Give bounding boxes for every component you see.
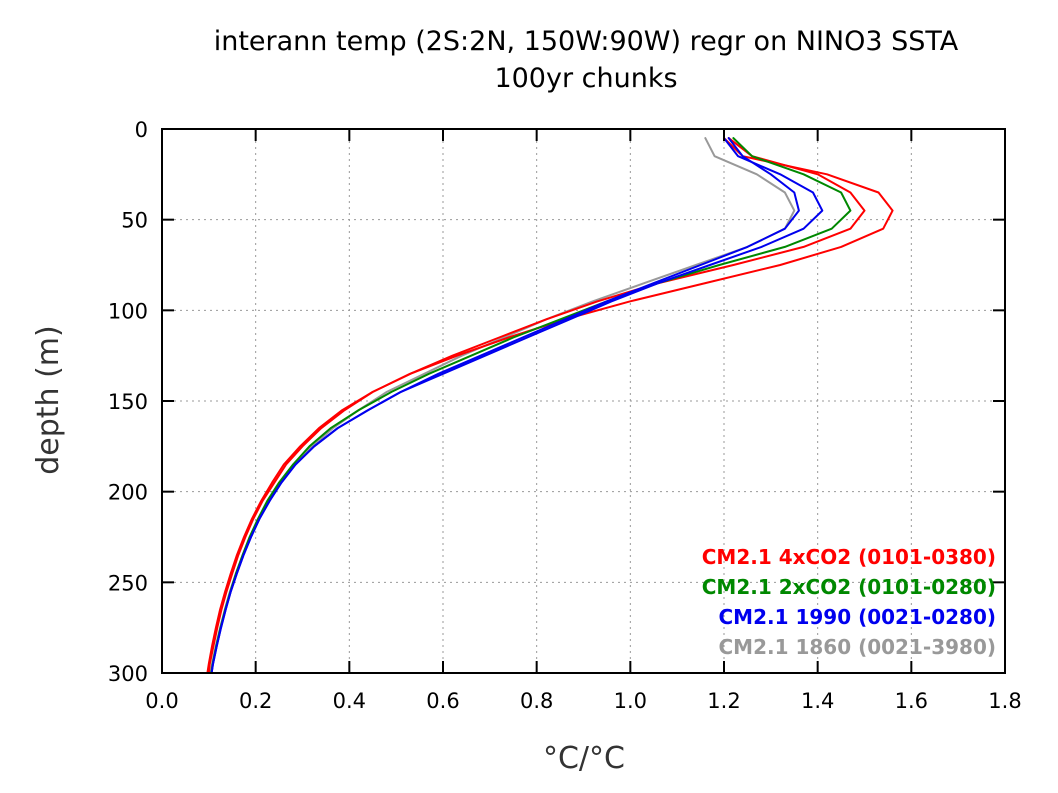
legend-entry-0: CM2.1 4xCO2 (0101-0380) xyxy=(702,545,996,569)
x-axis-label: °C/°C xyxy=(543,741,625,776)
y-tick-labels: 0 50 100 150 200 250 300 xyxy=(108,118,148,686)
y-axis-label: depth (m) xyxy=(31,325,66,475)
legend: CM2.1 4xCO2 (0101-0380) CM2.1 2xCO2 (0101… xyxy=(702,545,996,659)
x-tick-label: 1.6 xyxy=(895,689,928,713)
y-tick-label: 200 xyxy=(108,481,148,505)
x-tick-label: 0.2 xyxy=(239,689,272,713)
x-tick-label: 0.6 xyxy=(426,689,459,713)
x-tick-label: 0.8 xyxy=(520,689,553,713)
x-tick-label: 0.4 xyxy=(333,689,366,713)
y-tick-label: 300 xyxy=(108,662,148,686)
chart-subtitle: 100yr chunks xyxy=(494,63,677,94)
y-tick-label: 0 xyxy=(135,118,148,142)
series-lines xyxy=(206,137,894,674)
legend-entry-2: CM2.1 1990 (0021-0280) xyxy=(718,605,996,629)
legend-entry-3: CM2.1 1860 (0021-3980) xyxy=(718,635,996,659)
x-tick-labels: 0.0 0.2 0.4 0.6 0.8 1.0 1.2 1.4 1.6 1.8 xyxy=(145,689,1021,713)
axis-ticks xyxy=(161,128,1006,674)
series-line-1 xyxy=(206,137,866,674)
x-tick-label: 1.8 xyxy=(988,689,1021,713)
y-tick-label: 50 xyxy=(121,209,148,233)
y-tick-label: 150 xyxy=(108,390,148,414)
y-tick-label: 250 xyxy=(108,571,148,595)
x-tick-label: 0.0 xyxy=(145,689,178,713)
series-line-0 xyxy=(207,137,894,674)
y-tick-label: 100 xyxy=(108,299,148,323)
x-tick-label: 1.4 xyxy=(801,689,834,713)
legend-entry-1: CM2.1 2xCO2 (0101-0280) xyxy=(702,575,996,599)
chart-title: interann temp (2S:2N, 150W:90W) regr on … xyxy=(214,26,959,57)
series-line-4 xyxy=(210,137,800,674)
x-tick-label: 1.2 xyxy=(707,689,740,713)
x-tick-label: 1.0 xyxy=(614,689,647,713)
